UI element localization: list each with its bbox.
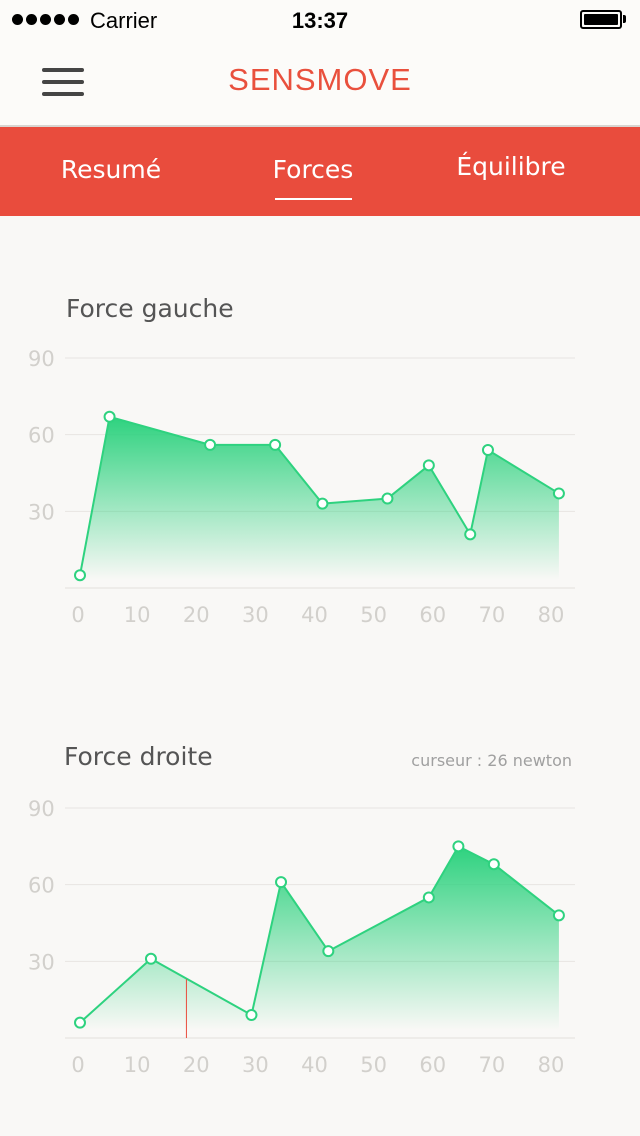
y-tick-label-60: 60: [28, 874, 55, 898]
data-point-3: [275, 876, 288, 889]
x-tick-label-80: 80: [538, 603, 565, 627]
signal-strength-icon: [12, 14, 79, 25]
x-tick-label-60: 60: [419, 603, 446, 627]
chart-title-force-droite: Force droite: [64, 742, 213, 771]
hamburger-menu-icon[interactable]: [42, 68, 86, 98]
data-point-0: [74, 569, 86, 582]
navigation-bar: SENSMOVE: [0, 40, 640, 126]
x-tick-label-30: 30: [242, 1053, 269, 1077]
x-tick-label-40: 40: [301, 603, 328, 627]
app-title: SENSMOVE: [228, 62, 412, 97]
x-tick-label-60: 60: [419, 1053, 446, 1077]
x-tick-label-0: 0: [71, 1053, 84, 1077]
carrier-label: Carrier: [90, 8, 158, 33]
data-point-1: [103, 410, 116, 423]
tab-forces[interactable]: Forces: [272, 155, 354, 184]
data-point-5: [422, 891, 435, 904]
series-area: [80, 846, 559, 1030]
cursor-readout: curseur : 26 newton: [411, 751, 572, 770]
battery-icon: [580, 10, 622, 29]
tab-resume[interactable]: Resumé: [60, 155, 162, 184]
y-tick-label-90: 90: [28, 347, 55, 371]
x-tick-label-10: 10: [124, 603, 151, 627]
data-point-3: [269, 438, 282, 451]
x-tick-label-40: 40: [301, 1053, 328, 1077]
data-point-2: [204, 438, 217, 451]
x-tick-label-30: 30: [242, 603, 269, 627]
data-point-9: [552, 487, 565, 500]
x-tick-label-20: 20: [183, 1053, 210, 1077]
data-point-1: [144, 952, 157, 965]
data-point-7: [464, 528, 477, 541]
x-tick-label-80: 80: [538, 1053, 565, 1077]
data-point-4: [316, 497, 329, 510]
data-point-2: [245, 1009, 258, 1021]
x-tick-label-70: 70: [479, 1053, 506, 1077]
active-tab-indicator: [275, 198, 352, 200]
force-gauche-chart[interactable]: 30 60 90 0 10 20 30 40 50 60 70 80: [0, 340, 640, 640]
y-tick-label-90: 90: [28, 797, 55, 821]
tab-bar: Resumé Forces Équilibre: [0, 127, 640, 216]
data-point-8: [481, 444, 494, 456]
battery-tip: [623, 15, 626, 23]
status-time: 13:37: [291, 8, 349, 33]
series-line: [79, 415, 560, 576]
y-tick-label-30: 30: [28, 950, 55, 974]
data-point-7: [487, 858, 500, 871]
x-tick-label-20: 20: [183, 603, 210, 627]
x-tick-label-10: 10: [124, 1053, 151, 1077]
chart-title-force-gauche: Force gauche: [66, 294, 234, 323]
data-point-8: [552, 909, 565, 922]
series-area: [80, 416, 559, 580]
data-point-0: [74, 1016, 86, 1029]
header-divider: [0, 125, 640, 127]
force-droite-chart[interactable]: 30 60 90 0 10 20 30 40 50 60 70 80: [0, 790, 640, 1090]
status-bar: Carrier 13:37: [0, 0, 640, 40]
data-point-6: [452, 840, 465, 853]
data-point-6: [422, 459, 435, 472]
x-tick-label-50: 50: [360, 603, 387, 627]
x-tick-label-0: 0: [71, 603, 84, 627]
data-point-4: [322, 945, 335, 958]
tab-equilibre[interactable]: Équilibre: [456, 152, 566, 181]
y-tick-label-60: 60: [28, 424, 55, 448]
x-tick-label-70: 70: [479, 603, 506, 627]
y-tick-label-30: 30: [28, 500, 55, 524]
data-point-5: [381, 492, 394, 505]
x-tick-label-50: 50: [360, 1053, 387, 1077]
